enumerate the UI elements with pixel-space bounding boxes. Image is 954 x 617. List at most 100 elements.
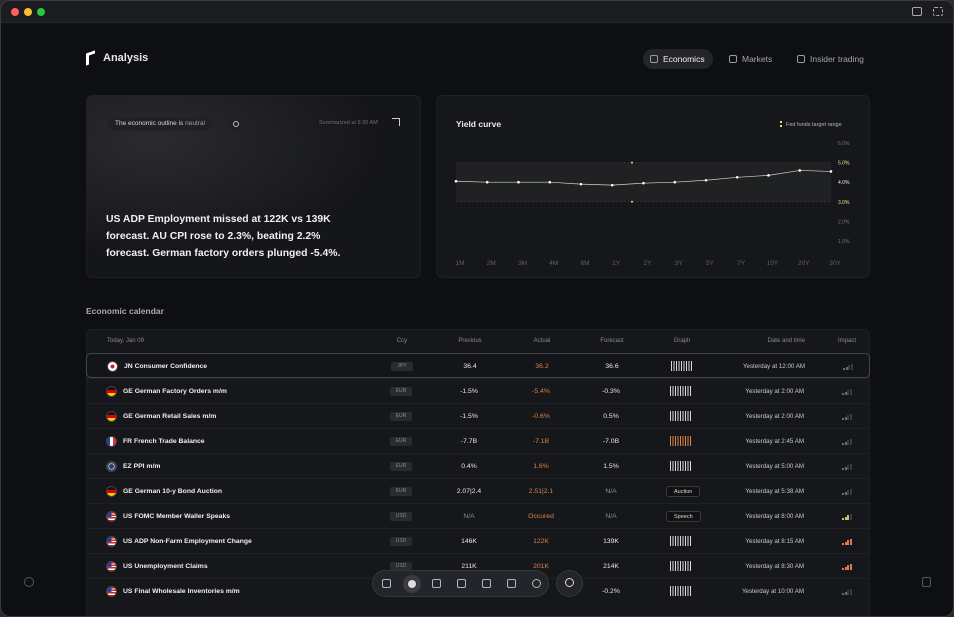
actual-value: 36.2 (535, 363, 549, 370)
impact-bar (842, 568, 844, 570)
minimize-button[interactable] (24, 8, 32, 16)
tab-label: Markets (742, 54, 773, 64)
date-time: Yesterday at 2:00 AM (745, 388, 804, 395)
actual-value: -0.6% (532, 413, 550, 420)
news-icon[interactable] (432, 579, 441, 588)
watchlist-icon[interactable] (457, 579, 466, 588)
impact-bar (849, 513, 852, 520)
sparkline (670, 386, 692, 396)
graph-pill: Auction (666, 486, 701, 497)
previous-value: N/A (463, 513, 475, 520)
forecast-value: 139K (603, 538, 619, 545)
impact-bar (842, 593, 844, 595)
impact-bar (847, 540, 849, 545)
actual-value: 1.6% (533, 463, 549, 470)
impact-bar (849, 538, 852, 545)
impact-bar (842, 418, 844, 420)
tab-label: Economics (663, 54, 705, 64)
flag (106, 536, 117, 547)
y-tick-label: 5.0% (838, 161, 850, 167)
x-tick-label: 5Y (706, 260, 715, 267)
tab[interactable]: Insider trading (790, 49, 872, 69)
impact-bar (847, 415, 849, 420)
impact-bar (849, 438, 852, 445)
forecast-value: 0.5% (603, 413, 619, 420)
chart-title: Yield curve (456, 119, 502, 129)
impact-bar (847, 565, 849, 570)
calendar-row[interactable]: FR French Trade Balance EUR -7.7B -7.1B -7.0… (86, 428, 870, 453)
yield-point (642, 181, 645, 185)
sparkline (670, 561, 692, 571)
currency-pill: USD (390, 512, 412, 521)
calendar-row[interactable]: GE German Retail Sales m/m EUR -1.5% -0.6% 0… (86, 403, 870, 428)
maximize-button[interactable] (37, 8, 45, 16)
calendar-row[interactable]: GE German Factory Orders m/m EUR -1.5% -5.4… (86, 378, 870, 403)
previous-value: 211K (461, 563, 477, 570)
tab[interactable]: Markets (722, 49, 780, 69)
x-tick-label: 3M (518, 260, 527, 267)
actual-value: Occured (528, 513, 554, 520)
sidebar-toggle[interactable] (912, 7, 922, 16)
calendar-table: Today, Jan 09 Ccy Previous Actual Forecast Gr… (86, 329, 870, 616)
bookmark-button[interactable] (922, 577, 931, 587)
summary-timestamp: Summarized at 9:30 AM (319, 120, 378, 126)
tab-label: Insider trading (810, 54, 864, 64)
impact-bar (844, 541, 847, 545)
tab[interactable]: Economics (643, 49, 713, 69)
sentiment-icon[interactable] (229, 117, 243, 131)
calendar-row[interactable]: US Unemployment Claims USD 211K 201K 214K Yes… (86, 553, 870, 578)
y-tick-label: 2.0% (838, 219, 850, 225)
column-header: Today, Jan 09 (107, 338, 144, 344)
yield-point (673, 180, 677, 184)
currency-pill: EUR (390, 437, 412, 446)
event-name: US Final Wholesale Inventories m/m (123, 588, 240, 595)
yield-point (579, 182, 583, 186)
calendar-row[interactable]: GE German 10-y Bond Auction EUR 2.07|2.4 2.… (86, 478, 870, 503)
layout-toggle[interactable] (933, 7, 943, 16)
expand-button[interactable] (392, 118, 400, 126)
close-button[interactable] (11, 8, 19, 16)
yield-point (610, 183, 614, 187)
previous-value: 146K (461, 538, 477, 545)
calendar-row[interactable]: JN Consumer Confidence JPY 36.4 36.2 36.6 Yes… (86, 353, 870, 378)
impact-bar (847, 490, 849, 495)
x-tick-label: 1M (455, 260, 464, 267)
yield-point (548, 180, 552, 184)
x-tick-label: 3Y (675, 260, 684, 267)
fed-range-marker (631, 161, 633, 164)
calendar-row[interactable]: US ADP Non-Farm Employment Change USD 146K… (86, 528, 870, 553)
forecast-value: -0.2% (602, 588, 620, 595)
impact-bar (847, 465, 849, 470)
info-button[interactable] (24, 577, 34, 587)
date-time: Yesterday at 2:45 AM (745, 438, 804, 445)
yield-point (829, 170, 833, 173)
forecast-value: -7.0B (602, 438, 620, 445)
flag (106, 486, 117, 497)
impact-bar (842, 543, 844, 545)
sparkline (670, 536, 692, 546)
date-time: Yesterday at 5:38 AM (745, 488, 804, 495)
settings-icon[interactable] (532, 579, 541, 588)
tab-icon (797, 55, 805, 63)
currency-pill: EUR (390, 487, 412, 496)
calendar-row[interactable]: EZ PPI m/m EUR 0.4% 1.6% 1.5% Yesterday at 5:… (86, 453, 870, 478)
y-tick-label: 6.0% (838, 141, 850, 147)
event-name: US ADP Non-Farm Employment Change (123, 538, 252, 545)
forecast-value: 214K (603, 563, 619, 570)
chart-icon[interactable] (482, 579, 491, 588)
explore-icon[interactable] (403, 575, 421, 593)
flag (106, 561, 117, 572)
impact-bar (842, 393, 844, 395)
currency-pill: EUR (390, 462, 412, 471)
search-button[interactable] (556, 570, 583, 597)
home-icon[interactable] (382, 579, 391, 588)
impact-bar (847, 590, 849, 595)
impact-bar (844, 566, 847, 570)
date-time: Yesterday at 10:00 AM (741, 588, 804, 595)
event-name: EZ PPI m/m (123, 463, 161, 470)
chat-icon[interactable] (507, 579, 516, 588)
column-header: Impact (837, 338, 856, 344)
calendar-row[interactable]: US FOMC Member Waller Speaks USD N/A Occure… (86, 503, 870, 528)
actual-value: -7.1B (532, 438, 550, 445)
